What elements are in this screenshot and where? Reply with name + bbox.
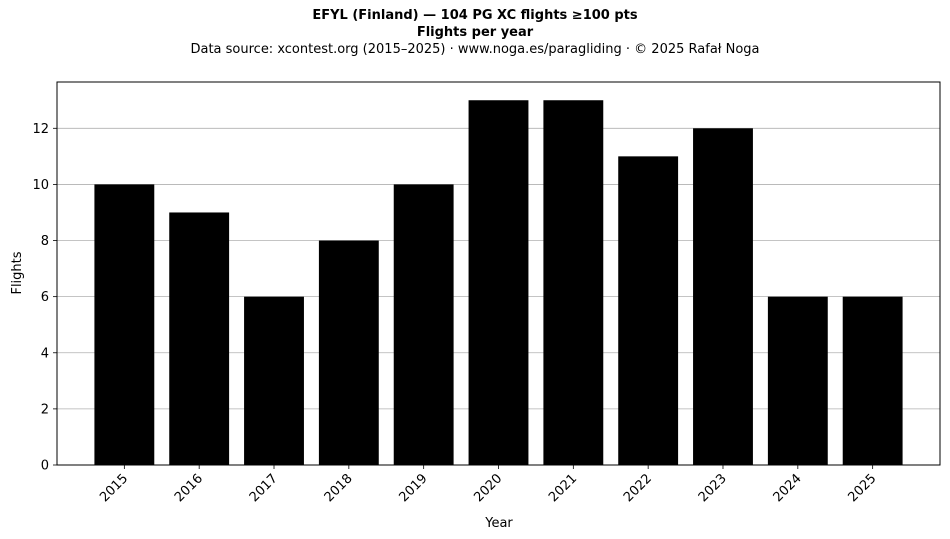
chart-titles: EFYL (Finland) — 104 PG XC flights ≥100 … <box>0 7 950 59</box>
chart-source: Data source: xcontest.org (2015–2025) · … <box>190 42 760 57</box>
bar-2025 <box>842 296 903 465</box>
bar-2015 <box>94 184 155 465</box>
x-tick-label: 2023 <box>696 471 730 505</box>
x-tick-label: 2016 <box>172 471 206 505</box>
y-tick-label: 10 <box>32 178 49 193</box>
bar-2017 <box>244 296 304 465</box>
y-tick-label: 12 <box>32 122 49 137</box>
y-tick-label: 0 <box>41 459 49 474</box>
bars <box>94 100 903 466</box>
bar-2018 <box>318 240 379 465</box>
x-tick-label: 2017 <box>247 471 281 505</box>
bar-2020 <box>468 100 529 465</box>
x-axis-label: Year <box>484 516 513 531</box>
bar-2023 <box>693 128 753 466</box>
chart-subtitle: Flights per year <box>416 25 534 40</box>
x-tick-label: 2019 <box>396 471 430 505</box>
x-ticks: 2015 2016 2017 2018 2019 2020 2021 2022 2023 2024… <box>97 465 879 505</box>
y-tick-label: 2 <box>41 402 49 417</box>
bar-2022 <box>618 156 679 465</box>
x-tick-label: 2018 <box>322 471 356 505</box>
bar-2024 <box>767 296 828 465</box>
y-tick-label: 8 <box>41 234 49 249</box>
y-ticks: 0 2 4 6 8 10 12 <box>32 122 57 474</box>
bar-2016 <box>169 212 230 465</box>
chart-title: EFYL (Finland) — 104 PG XC flights ≥100 … <box>312 8 638 23</box>
x-tick-label: 2015 <box>97 471 131 505</box>
y-axis-label: Flights <box>10 251 25 294</box>
y-tick-label: 4 <box>41 346 49 361</box>
x-tick-label: 2022 <box>621 471 655 505</box>
x-tick-label: 2024 <box>771 471 805 505</box>
y-tick-label: 6 <box>41 290 49 305</box>
x-tick-label: 2025 <box>845 471 879 505</box>
bar-2019 <box>393 184 454 465</box>
x-tick-label: 2020 <box>471 471 505 505</box>
bar-2021 <box>543 100 604 465</box>
x-tick-label: 2021 <box>546 471 580 505</box>
